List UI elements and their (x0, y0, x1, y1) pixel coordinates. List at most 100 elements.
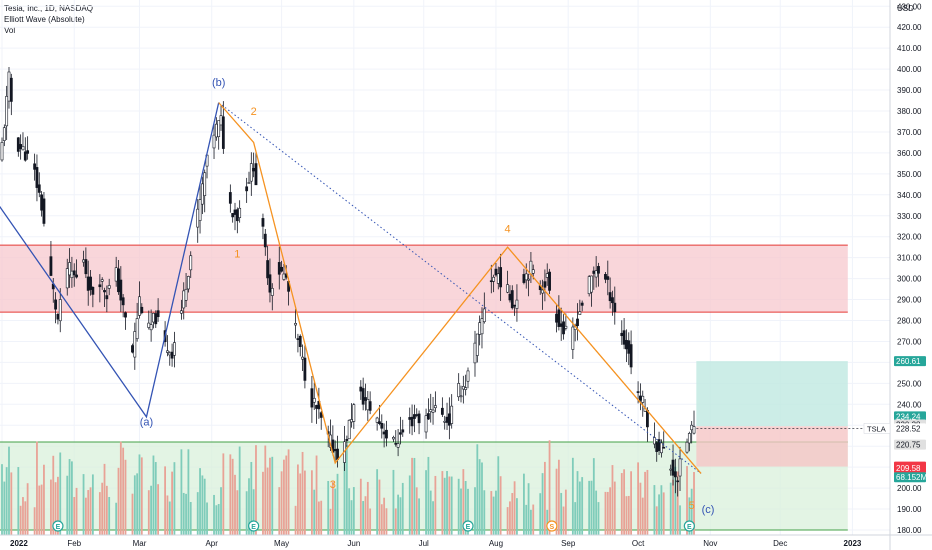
candle[interactable] (482, 308, 486, 323)
candle[interactable] (676, 480, 680, 483)
candle[interactable] (440, 407, 444, 415)
candle[interactable] (249, 163, 253, 182)
candle[interactable] (639, 395, 642, 401)
candle[interactable] (235, 209, 239, 222)
candle[interactable] (671, 459, 675, 476)
candle[interactable] (464, 387, 468, 390)
position-loss-zone[interactable] (696, 426, 848, 467)
candle[interactable] (415, 414, 419, 416)
candle[interactable] (114, 267, 118, 282)
candle[interactable] (662, 446, 666, 449)
candle[interactable] (396, 443, 400, 448)
candle[interactable] (198, 199, 202, 221)
candle[interactable] (606, 276, 610, 280)
candle[interactable] (203, 172, 207, 196)
candle[interactable] (622, 330, 626, 345)
candle[interactable] (147, 322, 151, 328)
candle[interactable] (382, 431, 386, 435)
candle[interactable] (578, 311, 582, 315)
candle[interactable] (359, 386, 363, 392)
candle[interactable] (98, 284, 102, 288)
candle[interactable] (231, 213, 235, 218)
candle[interactable] (625, 339, 628, 350)
candle[interactable] (277, 262, 281, 275)
candle[interactable] (627, 340, 631, 354)
candle[interactable] (450, 405, 454, 424)
candle[interactable] (49, 256, 53, 276)
earnings-icon[interactable] (248, 520, 260, 532)
legend-volume[interactable]: Vol (4, 26, 16, 35)
candle[interactable] (252, 167, 256, 172)
candle[interactable] (173, 342, 176, 356)
wave-12345-line[interactable] (218, 102, 702, 474)
candle[interactable] (559, 323, 563, 327)
candle[interactable] (459, 395, 463, 398)
candle[interactable] (687, 433, 691, 444)
candle[interactable] (301, 356, 304, 360)
candle[interactable] (140, 306, 144, 314)
candle[interactable] (555, 313, 558, 323)
candle[interactable] (154, 313, 158, 325)
candle[interactable] (156, 310, 160, 318)
candle[interactable] (149, 324, 153, 331)
candle[interactable] (529, 260, 533, 275)
candle[interactable] (394, 443, 398, 445)
candle[interactable] (214, 123, 218, 138)
candle[interactable] (431, 409, 435, 413)
candle[interactable] (510, 290, 514, 309)
candle[interactable] (478, 322, 482, 335)
candle[interactable] (489, 280, 493, 283)
candle[interactable] (33, 163, 37, 170)
candle[interactable] (659, 442, 663, 454)
candle[interactable] (0, 142, 4, 161)
candle[interactable] (35, 167, 39, 188)
candle[interactable] (282, 273, 286, 280)
candle[interactable] (107, 285, 111, 289)
candle[interactable] (23, 151, 27, 161)
candle[interactable] (527, 278, 530, 281)
candle[interactable] (312, 397, 316, 403)
candle[interactable] (350, 419, 353, 423)
candle[interactable] (375, 417, 379, 423)
candle[interactable] (217, 120, 221, 138)
candle[interactable] (261, 218, 265, 227)
candle[interactable] (117, 268, 120, 293)
candle[interactable] (604, 274, 607, 280)
candle[interactable] (294, 323, 297, 326)
position-profit-zone[interactable] (696, 361, 848, 427)
candle[interactable] (68, 262, 71, 276)
candle[interactable] (364, 397, 367, 401)
candle[interactable] (319, 412, 323, 418)
candle[interactable] (352, 404, 356, 422)
candle[interactable] (380, 423, 384, 429)
candle[interactable] (119, 279, 123, 301)
candle[interactable] (522, 274, 526, 283)
candle[interactable] (247, 182, 251, 184)
candle[interactable] (187, 276, 190, 290)
candle[interactable] (492, 276, 496, 282)
candle[interactable] (361, 388, 365, 405)
candle[interactable] (65, 268, 69, 289)
candle[interactable] (646, 409, 649, 428)
candle[interactable] (135, 318, 139, 339)
candle[interactable] (545, 273, 549, 278)
candle[interactable] (54, 299, 57, 310)
candle[interactable] (91, 286, 95, 295)
candle[interactable] (345, 439, 349, 441)
candle[interactable] (298, 335, 302, 347)
candle[interactable] (424, 415, 428, 433)
candle[interactable] (564, 325, 568, 329)
candle[interactable] (212, 134, 216, 149)
candle[interactable] (443, 420, 447, 423)
candle[interactable] (40, 194, 44, 211)
candle[interactable] (19, 144, 23, 149)
candle[interactable] (378, 421, 381, 424)
trend-dotted-line[interactable] (218, 102, 702, 474)
candle[interactable] (475, 333, 479, 356)
candle[interactable] (105, 295, 109, 300)
candle[interactable] (347, 419, 351, 440)
candle[interactable] (413, 414, 416, 419)
candle[interactable] (629, 344, 633, 368)
candle[interactable] (417, 413, 421, 424)
